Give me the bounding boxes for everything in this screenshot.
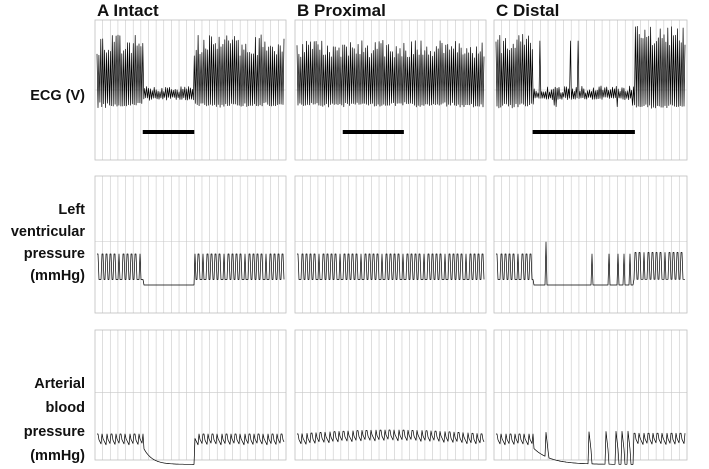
trace-ecg — [96, 34, 285, 108]
panel-titles: A Intact B Proximal C Distal — [97, 1, 559, 20]
grid — [494, 176, 687, 313]
row-label-lvp: Left ventricular pressure (mmHg) — [11, 202, 85, 284]
plot-frame — [493, 19, 688, 161]
plot-b-abp — [294, 329, 487, 461]
trace-ecg — [296, 40, 485, 108]
trace-abp — [496, 430, 686, 465]
plot-c-abp — [493, 329, 688, 465]
plot-frame — [294, 329, 487, 461]
plot-b-ecg — [294, 19, 487, 161]
trace-lvp — [297, 253, 485, 280]
plot-c-ecg — [493, 19, 688, 161]
row-label-line: pressure — [24, 424, 85, 440]
row-label-line: Left — [58, 202, 85, 218]
grid — [295, 176, 486, 313]
plot-a-ecg — [94, 19, 287, 161]
row-label-ecg: ECG (V) — [30, 88, 85, 104]
plot-frame — [294, 175, 487, 314]
plot-frame — [94, 19, 287, 161]
plot-frame — [493, 175, 688, 314]
row-label-line: ECG (V) — [30, 88, 85, 104]
grid — [295, 20, 486, 160]
plot-frame — [94, 329, 287, 461]
grid — [95, 176, 286, 313]
panel-title-a: A Intact — [97, 1, 159, 20]
plot-c-lvp — [493, 175, 688, 314]
plot-frame — [94, 175, 287, 314]
trace-lvp — [97, 253, 285, 286]
plot-frame — [493, 329, 688, 461]
grid — [494, 330, 687, 460]
plot-frame — [294, 19, 487, 161]
plot-b-lvp — [294, 175, 487, 314]
trace-abp — [296, 429, 485, 445]
trace-ecg — [495, 25, 686, 109]
trace-lvp — [496, 241, 685, 286]
panels — [94, 19, 688, 465]
grid — [95, 330, 286, 460]
row-label-line: ventricular — [11, 224, 85, 240]
row-label-line: (mmHg) — [30, 268, 85, 284]
panel-title-c: C Distal — [496, 1, 559, 20]
row-label-line: (mmHg) — [30, 448, 85, 464]
panel-title-b: B Proximal — [297, 1, 386, 20]
row-label-line: blood — [46, 400, 85, 416]
plot-a-abp — [94, 329, 287, 465]
trace-abp — [97, 433, 285, 465]
row-labels: ECG (V)Leftventricularpressure(mmHg)Arte… — [11, 88, 85, 464]
row-label-abp: Arterial blood pressure (mmHg) — [24, 376, 85, 464]
row-label-line: Arterial — [34, 376, 85, 392]
plot-a-lvp — [94, 175, 287, 314]
row-label-line: pressure — [24, 246, 85, 262]
